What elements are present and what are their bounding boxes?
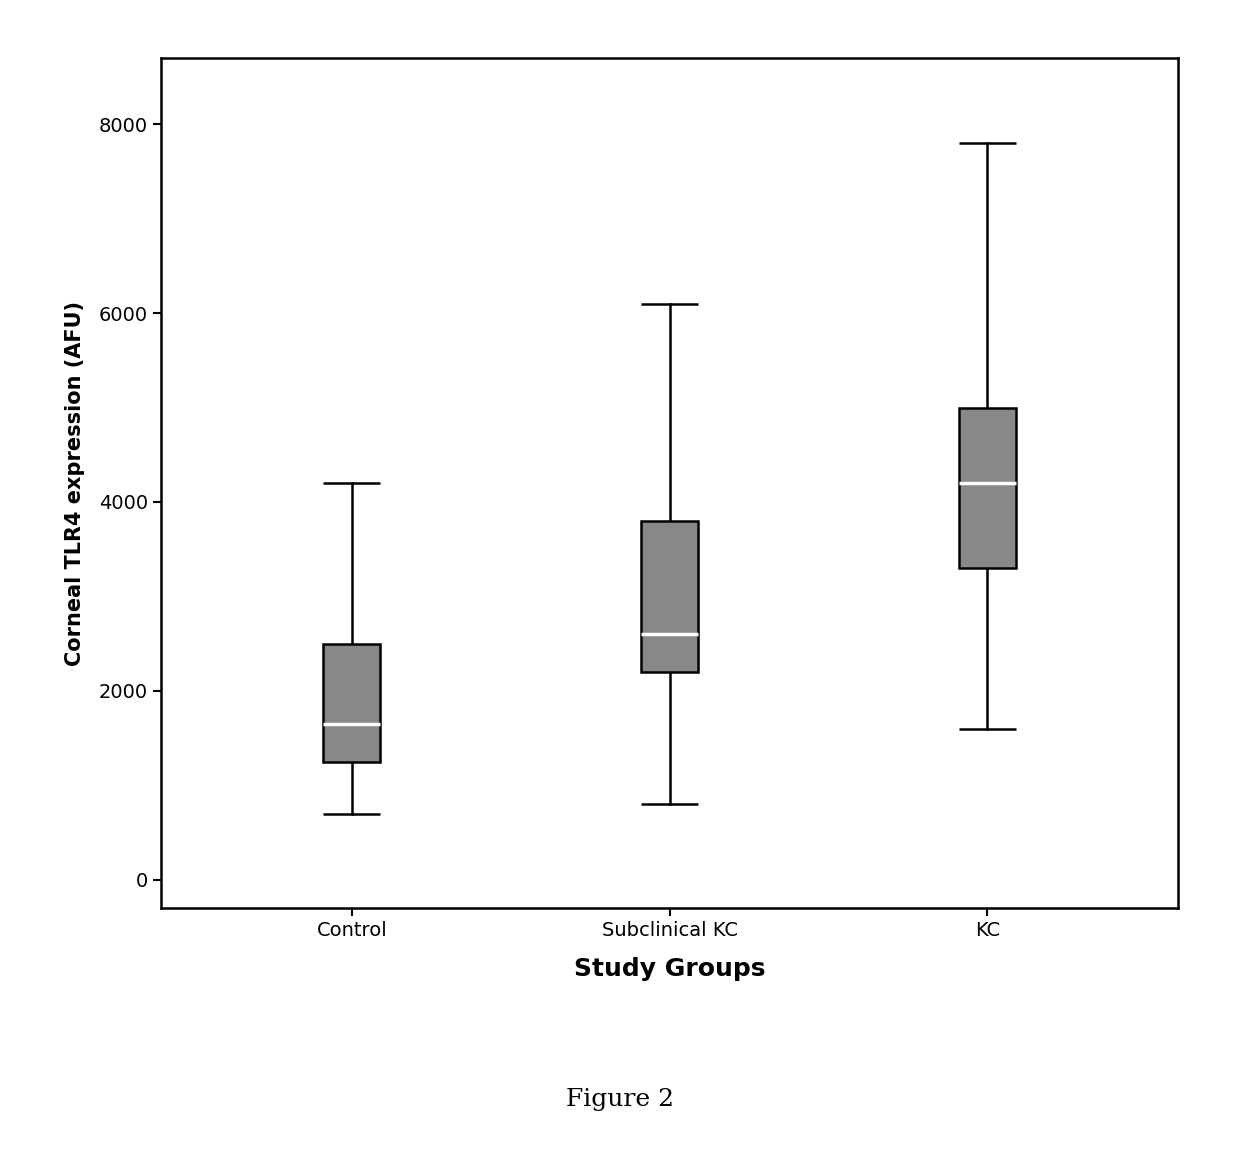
Y-axis label: Corneal TLR4 expression (AFU): Corneal TLR4 expression (AFU): [64, 300, 86, 666]
Bar: [641, 520, 698, 672]
Text: Figure 2: Figure 2: [565, 1088, 675, 1112]
Bar: [959, 407, 1016, 568]
X-axis label: Study Groups: Study Groups: [574, 957, 765, 981]
Bar: [324, 644, 381, 761]
